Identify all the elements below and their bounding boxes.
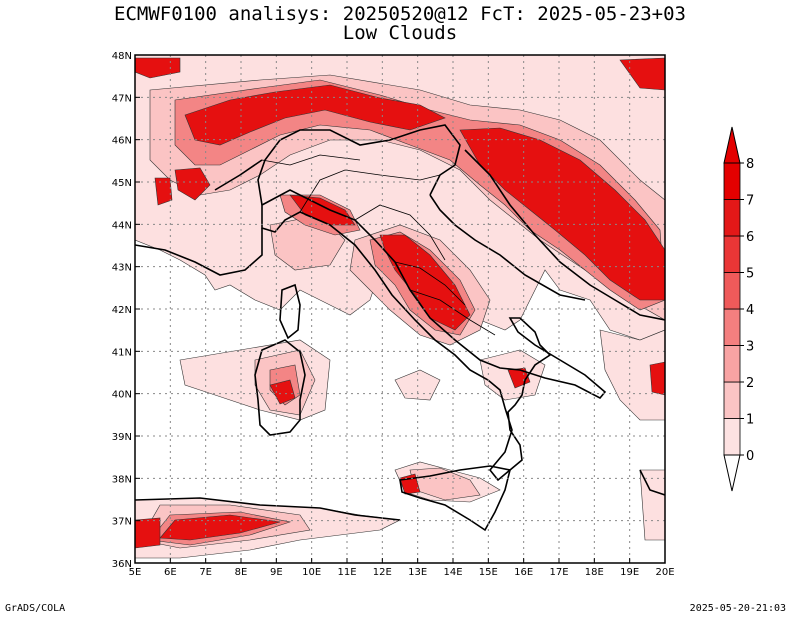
lon-label: 11E: [337, 567, 356, 578]
lon-label: 18E: [585, 567, 604, 578]
colorbar-label: 2: [746, 376, 754, 391]
footer-timestamp: 2025-05-20-21:03: [689, 603, 786, 614]
colorbar-label: 3: [746, 340, 754, 355]
lon-label: 7E: [199, 567, 212, 578]
lat-label: 38N: [112, 474, 132, 485]
lat-label: 44N: [112, 220, 132, 231]
lat-label: 48N: [112, 51, 132, 62]
lat-label: 47N: [112, 93, 132, 104]
lat-label: 43N: [112, 263, 132, 274]
colorbar-label: 1: [746, 413, 754, 428]
lon-label: 14E: [443, 567, 462, 578]
lon-label: 5E: [129, 567, 142, 578]
lat-label: 41N: [112, 347, 132, 358]
footer-credit: GrADS/COLA: [5, 603, 66, 614]
lat-label: 46N: [112, 136, 132, 147]
colorbar-segment: [723, 199, 741, 237]
lat-label: 42N: [112, 305, 132, 316]
colorbar-label: 5: [746, 267, 754, 282]
colorbar-label: 0: [746, 449, 754, 464]
color-bar: 0 1 2 3 4 5 6 7 8: [723, 126, 754, 492]
colorbar-label: 6: [746, 230, 754, 245]
lon-label: 16E: [514, 567, 533, 578]
colorbar-segment: [723, 308, 741, 346]
colorbar-bottom-arrow: [723, 454, 741, 492]
lon-label: 9E: [270, 567, 283, 578]
colorbar-segment: [723, 235, 741, 273]
colorbar-segment: [723, 418, 741, 456]
regional-borders: [261, 154, 496, 336]
map-title: ECMWF0100 analisys: 20250520@12 FcT: 202…: [114, 3, 686, 25]
colorbar-top-arrow: [723, 126, 741, 164]
lon-label: 6E: [164, 567, 177, 578]
colorbar-segment: [723, 345, 741, 383]
lat-label: 40N: [112, 390, 132, 401]
lon-label: 19E: [620, 567, 639, 578]
lon-label: 15E: [479, 567, 498, 578]
grid-lines: [135, 55, 665, 563]
latitude-labels: 36N 37N 38N 39N 40N 41N 42N 43N 44N 45N 46N 47N 48N: [112, 51, 140, 570]
longitude-labels: 5E 6E 7E 8E 9E 10E 11E 12E 13E 14E 15E 16E 17E 18E 19E…: [129, 558, 675, 578]
lon-label: 20E: [655, 567, 674, 578]
colorbar-segment: [723, 272, 741, 310]
lon-label: 10E: [302, 567, 321, 578]
lon-label: 12E: [373, 567, 392, 578]
colorbar-segment: [723, 162, 741, 200]
colorbar-label: 4: [746, 303, 754, 318]
lon-label: 13E: [408, 567, 427, 578]
map-subtitle: Low Clouds: [342, 22, 458, 44]
lat-label: 36N: [112, 559, 132, 570]
lat-label: 45N: [112, 178, 132, 189]
lon-label: 17E: [549, 567, 568, 578]
coastlines: [135, 124, 665, 532]
colorbar-segment: [723, 381, 741, 419]
colorbar-label: 8: [746, 157, 754, 172]
lon-label: 8E: [235, 567, 248, 578]
colorbar-label: 7: [746, 194, 754, 209]
lat-label: 37N: [112, 517, 132, 528]
lat-label: 39N: [112, 432, 132, 443]
